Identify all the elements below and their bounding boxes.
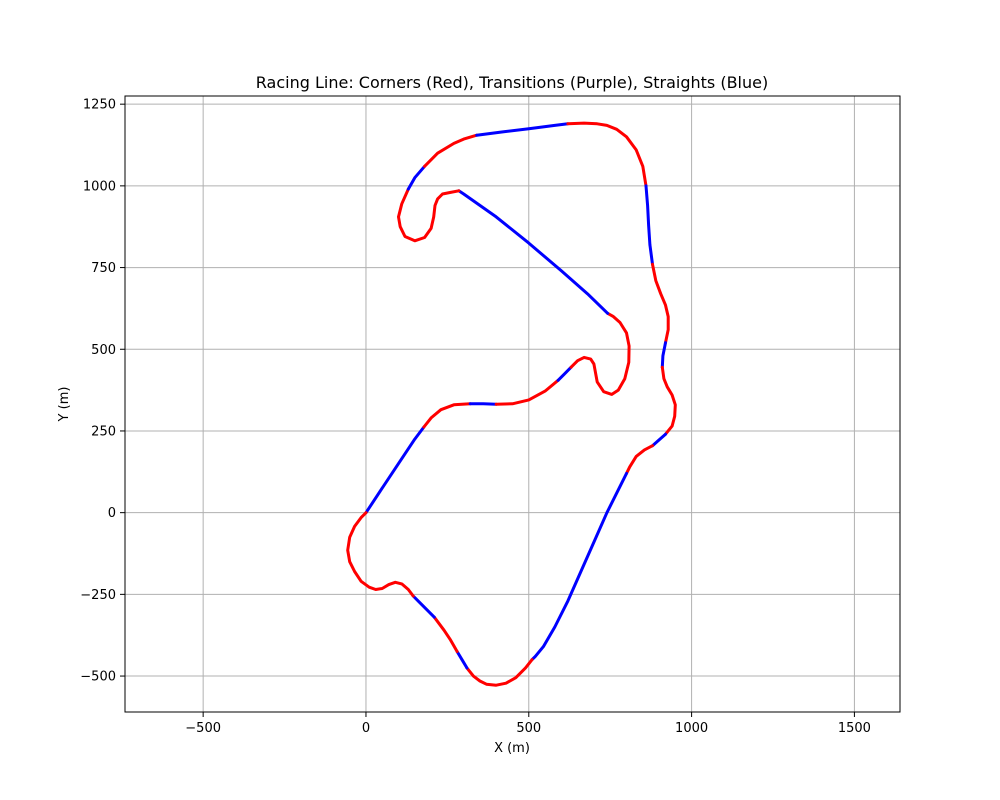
racing-line-segment-straight (644, 184, 654, 266)
x-tick-label: −500 (185, 721, 221, 736)
y-tick-label: 1250 (83, 98, 116, 113)
racing-line-layer (346, 121, 677, 687)
x-tick-label: 500 (516, 721, 541, 736)
y-tick-label: 1000 (83, 179, 116, 194)
racing-line-segment-straight (411, 594, 436, 619)
y-tick-label: 0 (108, 506, 116, 521)
y-tick-label: 250 (91, 424, 116, 439)
racing-line-segment-corner (432, 615, 459, 653)
y-tick-label: 750 (91, 261, 116, 276)
tick-layer: −500 0 500 1000 1500 −500 −250 0 250 500 750 1000 12… (80, 98, 871, 736)
racing-line-segment-corner (346, 511, 415, 598)
y-tick-label: 500 (91, 343, 116, 358)
racing-line-segment-straight (660, 341, 667, 369)
chart-title: Racing Line: Corners (Red), Transitions … (256, 73, 768, 92)
racing-line-segment-straight (651, 432, 667, 448)
racing-line-segment-corner (423, 133, 479, 168)
racing-line-segment-corner (651, 262, 670, 345)
y-tick-label: −250 (80, 588, 116, 603)
y-axis-label: Y (m) (57, 387, 72, 423)
x-tick-label: 1500 (838, 721, 871, 736)
racing-line-segment-corner (566, 121, 648, 188)
racing-line-segment-corner (422, 402, 472, 429)
racing-line-segment-straight (406, 164, 427, 191)
x-tick-label: 0 (362, 721, 370, 736)
racing-line-segment-straight (364, 425, 426, 515)
racing-line-segment-straight (457, 189, 610, 315)
racing-line-segment-corner (397, 187, 461, 243)
racing-line-segment-straight (556, 365, 573, 382)
racing-line-segment-corner (625, 444, 654, 475)
racing-line-segment-straight (530, 471, 628, 662)
racing-line-segment-straight (475, 122, 570, 137)
racing-line-segment-straight (455, 650, 469, 670)
racing-line-segment-corner (569, 311, 631, 396)
x-tick-label: 1000 (675, 721, 708, 736)
racing-line-segment-corner (494, 378, 560, 406)
plot-frame (124, 95, 901, 713)
racing-line-segment-corner (660, 365, 677, 436)
x-axis-label: X (m) (494, 741, 530, 756)
racing-line-segment-corner (465, 658, 534, 687)
y-tick-label: −500 (80, 670, 116, 685)
grid-layer (125, 96, 900, 712)
